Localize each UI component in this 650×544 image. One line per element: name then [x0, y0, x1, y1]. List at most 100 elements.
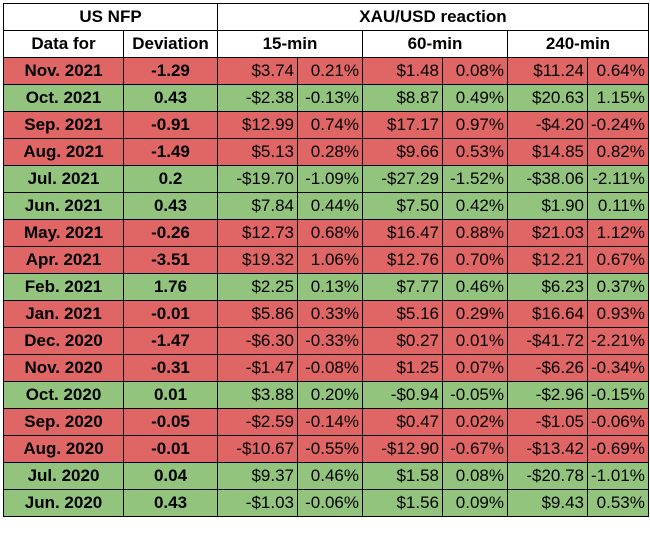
data-for-cell: Sep. 2020	[3, 408, 124, 436]
group-header-row: US NFP XAU/USD reaction	[3, 3, 649, 31]
table-row: Sep. 2020 -0.05 -$2.59 -0.14% $0.47 0.02% -$1.…	[3, 408, 649, 436]
table-row: Aug. 2020 -0.01 -$10.67 -0.55% -$12.90 -0.67%…	[3, 435, 649, 463]
pct-15-min-cell: 0.44%	[297, 192, 363, 220]
pct-240-min-cell: 1.12%	[587, 219, 649, 247]
change-60-min-cell: $7.77	[362, 273, 443, 301]
pct-15-min-cell: 1.06%	[297, 246, 363, 274]
pct-15-min-cell: 0.74%	[297, 111, 363, 139]
data-for-cell: Sep. 2021	[3, 111, 124, 139]
change-240-min-cell: -$4.20	[507, 111, 588, 139]
table-row: Nov. 2021 -1.29 $3.74 0.21% $1.48 0.08% $11.24…	[3, 57, 649, 85]
change-60-min-cell: $1.48	[362, 57, 443, 85]
pct-15-min-cell: -0.13%	[297, 84, 363, 112]
pct-15-min-cell: 0.13%	[297, 273, 363, 301]
table-row: Apr. 2021 -3.51 $19.32 1.06% $12.76 0.70% $12.…	[3, 246, 649, 274]
change-240-min-cell: $6.23	[507, 273, 588, 301]
change-15-min-cell: -$2.38	[217, 84, 298, 112]
data-for-cell: Apr. 2021	[3, 246, 124, 274]
deviation-cell: -1.49	[123, 138, 218, 166]
change-15-min-cell: -$1.47	[217, 354, 298, 382]
change-15-min-cell: -$6.30	[217, 327, 298, 355]
pct-240-min-cell: -0.34%	[587, 354, 649, 382]
pct-240-min-cell: 0.53%	[587, 489, 649, 517]
pct-240-min-cell: -0.24%	[587, 111, 649, 139]
table-row: Oct. 2021 0.43 -$2.38 -0.13% $8.87 0.49% $20.6…	[3, 84, 649, 112]
change-240-min-cell: $14.85	[507, 138, 588, 166]
change-60-min-cell: $5.16	[362, 300, 443, 328]
us-nfp-header: US NFP	[3, 3, 218, 31]
deviation-cell: -0.05	[123, 408, 218, 436]
change-60-min-cell: $0.27	[362, 327, 443, 355]
pct-15-min-cell: 0.28%	[297, 138, 363, 166]
pct-60-min-cell: -0.05%	[442, 381, 508, 409]
table-row: Jan. 2021 -0.01 $5.86 0.33% $5.16 0.29% $16.64…	[3, 300, 649, 328]
change-15-min-cell: $19.32	[217, 246, 298, 274]
change-15-min-cell: $7.84	[217, 192, 298, 220]
change-240-min-cell: $16.64	[507, 300, 588, 328]
change-240-min-cell: $12.21	[507, 246, 588, 274]
pct-240-min-cell: -2.11%	[587, 165, 649, 193]
pct-15-min-cell: 0.21%	[297, 57, 363, 85]
table-row: May. 2021 -0.26 $12.73 0.68% $16.47 0.88% $21.…	[3, 219, 649, 247]
change-240-min-cell: -$13.42	[507, 435, 588, 463]
change-15-min-cell: $3.88	[217, 381, 298, 409]
change-15-min-cell: -$1.03	[217, 489, 298, 517]
data-for-cell: Jul. 2020	[3, 462, 124, 490]
pct-15-min-cell: -0.08%	[297, 354, 363, 382]
change-240-min-cell: -$41.72	[507, 327, 588, 355]
change-15-min-cell: $2.25	[217, 273, 298, 301]
change-240-min-cell: $1.90	[507, 192, 588, 220]
change-60-min-cell: $8.87	[362, 84, 443, 112]
pct-240-min-cell: -0.69%	[587, 435, 649, 463]
change-240-min-cell: -$38.06	[507, 165, 588, 193]
pct-15-min-cell: 0.68%	[297, 219, 363, 247]
data-for-header: Data for	[3, 30, 124, 58]
change-60-min-cell: $12.76	[362, 246, 443, 274]
data-for-cell: Aug. 2021	[3, 138, 124, 166]
table-row: Oct. 2020 0.01 $3.88 0.20% -$0.94 -0.05% -$2.9…	[3, 381, 649, 409]
pct-240-min-cell: 0.93%	[587, 300, 649, 328]
deviation-cell: 0.2	[123, 165, 218, 193]
data-for-cell: Dec. 2020	[3, 327, 124, 355]
pct-15-min-cell: -1.09%	[297, 165, 363, 193]
table-row: Sep. 2021 -0.91 $12.99 0.74% $17.17 0.97% -$4.…	[3, 111, 649, 139]
column-header-row: Data for Deviation 15-min 60-min 240-min	[3, 30, 649, 58]
pct-15-min-cell: 0.46%	[297, 462, 363, 490]
data-for-cell: Jan. 2021	[3, 300, 124, 328]
deviation-cell: -0.91	[123, 111, 218, 139]
pct-60-min-cell: -1.52%	[442, 165, 508, 193]
deviation-cell: -0.26	[123, 219, 218, 247]
table-row: Nov. 2020 -0.31 -$1.47 -0.08% $1.25 0.07% -$6.…	[3, 354, 649, 382]
change-15-min-cell: $12.73	[217, 219, 298, 247]
data-for-cell: May. 2021	[3, 219, 124, 247]
table-row: Feb. 2021 1.76 $2.25 0.13% $7.77 0.46% $6.23 0.…	[3, 273, 649, 301]
change-240-min-cell: -$20.78	[507, 462, 588, 490]
data-for-cell: Feb. 2021	[3, 273, 124, 301]
table-row: Jun. 2021 0.43 $7.84 0.44% $7.50 0.42% $1.90 0.…	[3, 192, 649, 220]
pct-60-min-cell: 0.88%	[442, 219, 508, 247]
change-240-min-cell: $9.43	[507, 489, 588, 517]
change-15-min-cell: $5.13	[217, 138, 298, 166]
data-for-cell: Jul. 2021	[3, 165, 124, 193]
change-240-min-cell: -$6.26	[507, 354, 588, 382]
change-60-min-cell: $0.47	[362, 408, 443, 436]
pct-60-min-cell: 0.29%	[442, 300, 508, 328]
change-15-min-cell: $3.74	[217, 57, 298, 85]
deviation-header: Deviation	[123, 30, 218, 58]
pct-15-min-cell: -0.33%	[297, 327, 363, 355]
pct-240-min-cell: 0.67%	[587, 246, 649, 274]
change-240-min-cell: $11.24	[507, 57, 588, 85]
change-240-min-cell: $21.03	[507, 219, 588, 247]
deviation-cell: 0.01	[123, 381, 218, 409]
change-240-min-cell: $20.63	[507, 84, 588, 112]
xau-usd-reaction-header: XAU/USD reaction	[217, 3, 649, 31]
pct-15-min-cell: 0.20%	[297, 381, 363, 409]
data-for-cell: Aug. 2020	[3, 435, 124, 463]
table-row: Jul. 2020 0.04 $9.37 0.46% $1.58 0.08% -$20.78…	[3, 462, 649, 490]
fifteen-min-header: 15-min	[217, 30, 363, 58]
deviation-cell: -0.01	[123, 435, 218, 463]
deviation-cell: 0.43	[123, 84, 218, 112]
change-15-min-cell: -$19.70	[217, 165, 298, 193]
data-for-cell: Oct. 2020	[3, 381, 124, 409]
change-60-min-cell: $1.58	[362, 462, 443, 490]
